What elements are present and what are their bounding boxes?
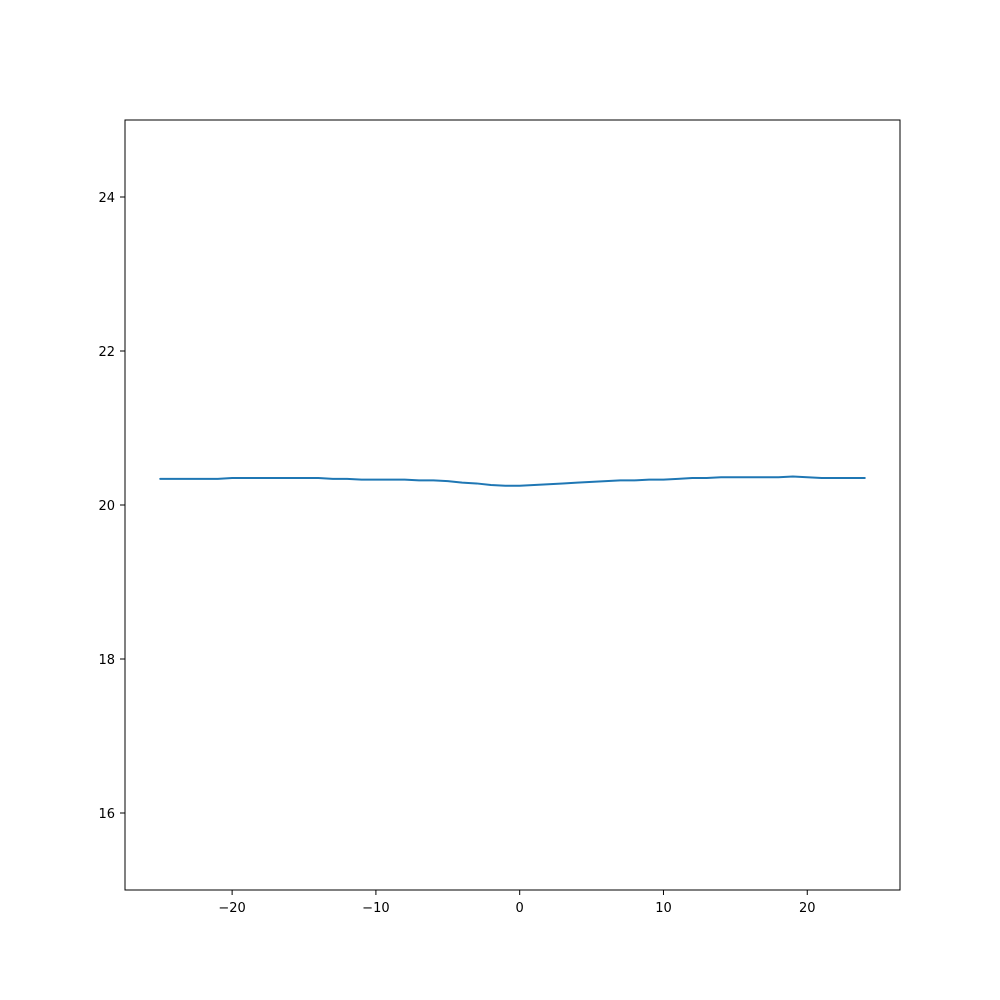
y-axis: 16 18 20 22 24 [98,191,125,822]
x-tick-label: 20 [799,901,816,916]
y-tick-label: 18 [98,653,115,668]
plot-frame [124,119,901,891]
x-tick-label: 0 [516,901,524,916]
y-tick-label: 22 [98,345,115,360]
x-axis: −20 −10 0 10 20 [218,890,816,916]
x-tick-label: −20 [218,901,245,916]
y-tick-label: 16 [98,807,115,822]
x-tick-label: 10 [655,901,672,916]
plot-area [159,475,866,487]
y-tick-label: 24 [98,191,115,206]
x-tick-label: −10 [362,901,389,916]
y-tick-label: 20 [98,499,115,514]
series-line [159,475,866,487]
